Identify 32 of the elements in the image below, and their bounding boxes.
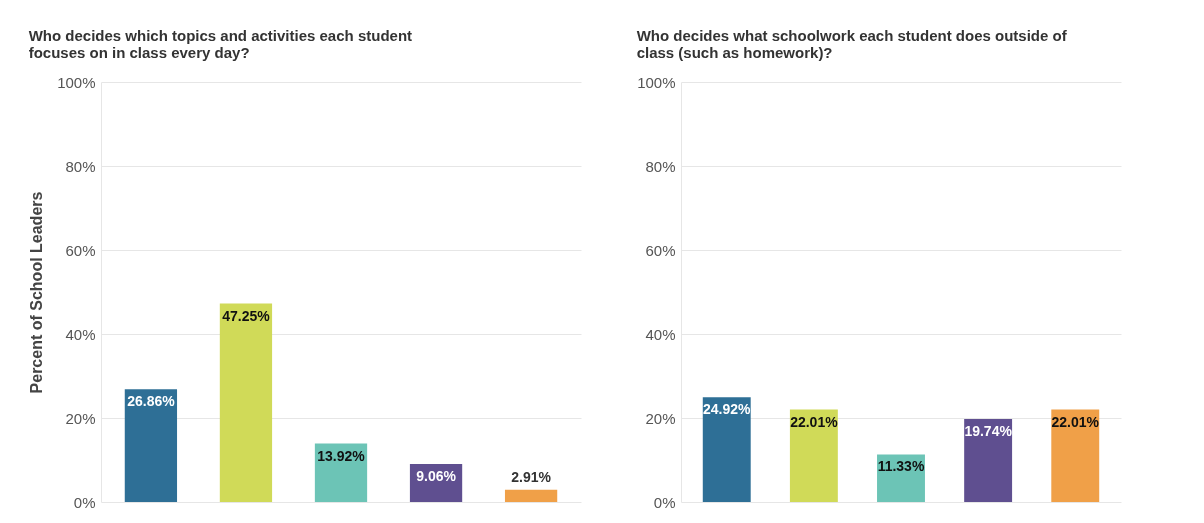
y-tick-label: 0% xyxy=(653,493,676,511)
y-tick-label: 60% xyxy=(65,241,96,259)
data-label: 47.25% xyxy=(222,307,271,324)
chart-title: Who decides which topics and activities each student focuses on in class every day? xyxy=(28,27,413,61)
chart-title: Who decides what schoolwork each student does outside of class (such as homework)? xyxy=(636,27,1068,61)
bar xyxy=(504,489,558,502)
y-tick-label: 80% xyxy=(645,157,676,175)
y-tick-label: 100% xyxy=(57,73,96,91)
bar xyxy=(1051,409,1100,502)
bar xyxy=(789,409,838,502)
data-label: 22.01% xyxy=(790,413,839,430)
y-tick-label: 20% xyxy=(65,409,96,427)
data-label: 2.91% xyxy=(511,468,552,485)
y-tick-label: 60% xyxy=(645,241,676,259)
data-label: 19.74% xyxy=(964,423,1013,440)
bar xyxy=(964,419,1013,502)
y-axis-title: Percent of School Leaders xyxy=(28,191,46,394)
data-label: 11.33% xyxy=(877,458,925,475)
y-tick-label: 100% xyxy=(637,73,676,91)
bar xyxy=(219,303,273,502)
y-tick-label: 20% xyxy=(645,409,676,427)
data-label: 22.01% xyxy=(1051,413,1100,430)
y-tick-label: 40% xyxy=(645,325,676,343)
data-label: 24.92% xyxy=(703,401,752,418)
y-tick-label: 80% xyxy=(65,157,96,175)
y-tick-label: 40% xyxy=(65,325,96,343)
bar xyxy=(124,389,178,502)
data-label: 26.86% xyxy=(127,393,176,410)
data-label: 13.92% xyxy=(317,447,366,464)
data-label: 9.06% xyxy=(416,467,457,484)
y-tick-label: 0% xyxy=(73,493,96,511)
bar xyxy=(702,397,751,502)
